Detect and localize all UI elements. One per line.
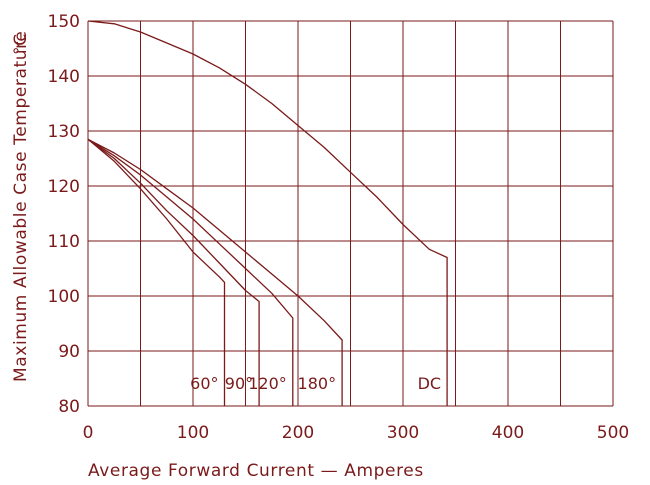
series-label-1: 90° [225, 374, 253, 393]
y-tick-label: 110 [48, 232, 80, 252]
series-line-3 [87, 138, 343, 406]
y-tick-label: 140 [48, 67, 80, 87]
series-line-4 [87, 20, 448, 406]
series-label-4: DC [418, 374, 442, 393]
grid [87, 20, 614, 407]
y-tick-label: 100 [48, 287, 80, 307]
x-tick-label: 200 [282, 423, 314, 443]
series-labels: 60° 90°120° 180° DC [190, 374, 441, 393]
series-line-1 [87, 138, 260, 406]
x-tick-label: 100 [177, 423, 209, 443]
x-axis-label: Average Forward Current — Amperes [88, 461, 424, 481]
y-tick-label: 120 [48, 177, 80, 197]
x-tick-label: 400 [492, 423, 524, 443]
series-label-0: 60° [190, 374, 218, 393]
y-tick-label: 130 [48, 122, 80, 142]
series-label-3: 180° [298, 374, 337, 393]
tick-labels: 0 100 200 300 400 500 80 90 100 110 120 130 140 150 [48, 12, 630, 443]
series-label-2: 120° [248, 374, 287, 393]
series-line-2 [87, 138, 294, 406]
x-tick-label: 300 [387, 423, 419, 443]
y-axis-unit: °C [11, 33, 31, 55]
x-tick-label: 0 [83, 423, 94, 443]
y-tick-label: 150 [48, 12, 80, 32]
y-tick-label: 80 [58, 397, 80, 417]
series-line-0 [87, 138, 226, 406]
x-tick-label: 500 [597, 423, 629, 443]
series-lines [87, 20, 448, 406]
y-axis-label: Maximum Allowable Case Temperature [11, 31, 31, 382]
y-tick-label: 90 [58, 342, 80, 362]
